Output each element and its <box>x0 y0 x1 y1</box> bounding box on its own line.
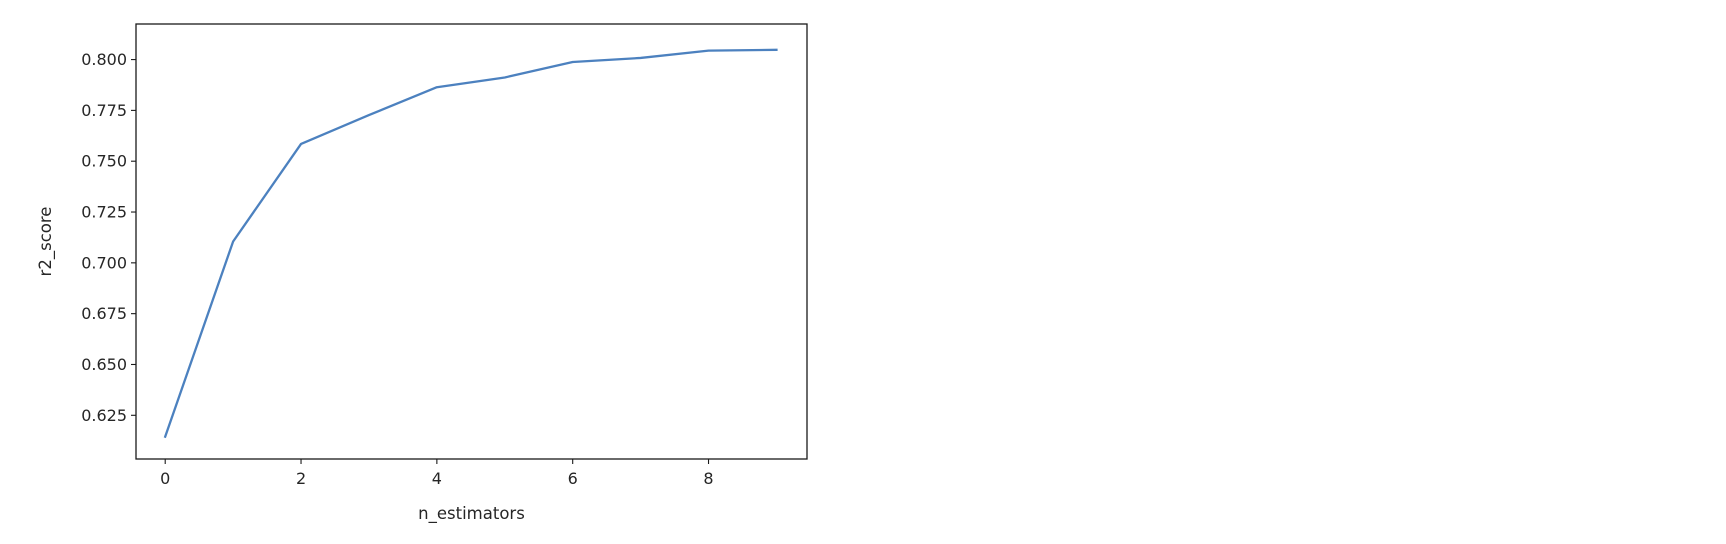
x-tick-label: 0 <box>160 469 170 488</box>
x-tick-label: 4 <box>432 469 442 488</box>
y-tick-label: 0.800 <box>81 50 127 69</box>
y-tick-label: 0.700 <box>81 253 127 272</box>
x-axis-label: n_estimators <box>418 504 525 524</box>
y-axis-label: r2_score <box>36 207 56 277</box>
x-tick-label: 2 <box>296 469 306 488</box>
x-axis: 0 2 4 6 8 <box>160 459 714 488</box>
y-tick-label: 0.725 <box>81 203 127 222</box>
series-line-0 <box>163 48 778 439</box>
y-tick-label: 0.650 <box>81 355 127 374</box>
y-tick-label: 0.775 <box>81 101 127 120</box>
y-tick-label: 0.750 <box>81 152 127 171</box>
axes-frame <box>135 23 808 460</box>
x-tick-label: 6 <box>568 469 578 488</box>
plot-area <box>135 23 808 460</box>
y-tick-label: 0.675 <box>81 304 127 323</box>
y-axis: 0.625 0.650 0.675 0.700 0.725 0.750 0.775 0.800 <box>81 50 136 425</box>
y-tick-label: 0.625 <box>81 406 127 425</box>
x-tick-label: 8 <box>703 469 713 488</box>
